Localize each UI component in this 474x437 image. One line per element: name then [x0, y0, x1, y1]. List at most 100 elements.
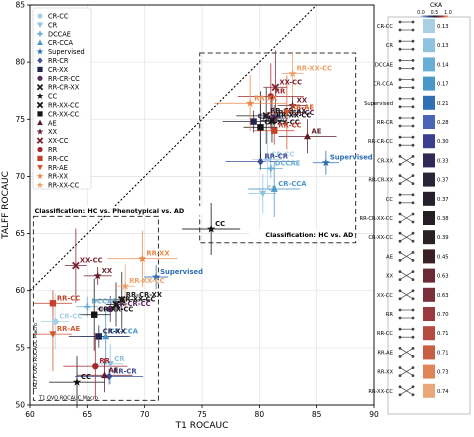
data-label-rr: RR	[275, 87, 286, 95]
y-tick-label: 70	[15, 172, 25, 181]
y-tick-label: 75	[15, 115, 25, 124]
data-point-ae	[303, 132, 312, 140]
pictogram-node	[411, 316, 415, 320]
data-label-rr-cr-cc: RR-CR-CC	[278, 109, 314, 117]
pictogram-node	[398, 163, 402, 166]
pictogram-link	[399, 213, 414, 223]
pictogram-node	[398, 347, 402, 350]
pictogram-node	[398, 335, 402, 339]
legend-marker	[37, 13, 43, 19]
pictogram-node	[398, 212, 402, 216]
cka-row-pictogram	[398, 308, 415, 320]
pictogram-node	[411, 220, 415, 224]
cka-cell	[423, 76, 435, 91]
pictogram-node	[411, 308, 415, 312]
pictogram-node	[398, 259, 402, 262]
pictogram-node	[398, 124, 402, 128]
cka-cell	[423, 191, 435, 206]
pictogram-node	[411, 163, 415, 166]
data-label-supervised: Supervised	[160, 268, 203, 276]
legend-label: RR-CC	[48, 155, 69, 163]
x-tick-label: 80	[255, 410, 265, 419]
legend-label: RR-AE	[48, 164, 68, 172]
y-tick-label: 65	[15, 229, 25, 238]
legend-label: CC	[48, 93, 58, 101]
pictogram-node	[398, 374, 402, 377]
data-label-xx: XX	[297, 97, 308, 105]
cka-colorbar-tick: 1.0	[444, 10, 452, 16]
box-left	[32, 215, 159, 401]
data-label-cc: CC	[215, 220, 225, 228]
inner-y-note: TALFF OVO ROCAUC Macro	[33, 323, 39, 391]
pictogram-link	[399, 386, 414, 396]
legend-label: CR-CC	[48, 13, 69, 21]
pictogram-node	[398, 135, 402, 139]
cka-row-pictogram	[398, 20, 415, 32]
legend-label: RR	[48, 146, 58, 154]
pictogram-node	[398, 174, 402, 178]
y-axis-label: TALFF ROCAUC	[1, 171, 11, 240]
legend-marker	[36, 48, 44, 55]
legend-label: CR	[48, 21, 58, 29]
pictogram-node	[411, 201, 415, 205]
cka-cell	[423, 383, 435, 398]
legend-label: Supervised	[48, 48, 85, 56]
cka-cell	[423, 153, 435, 168]
pictogram-node	[411, 239, 415, 243]
cka-row-pictogram	[398, 59, 415, 70]
y-tick-label: 80	[15, 58, 25, 67]
x-tick-label: 65	[83, 410, 93, 419]
pictogram-node	[411, 59, 415, 62]
legend-label: RR-CR-CC	[48, 75, 80, 83]
pictogram-node	[398, 155, 402, 158]
y-tick-label: 50	[15, 401, 25, 410]
cka-row-pictogram	[398, 251, 415, 262]
cka-row-pictogram	[398, 270, 415, 281]
data-label-rr-cc: RR-CC	[57, 294, 80, 302]
data-point-rr-ae	[49, 331, 57, 338]
data-label-rr-xx-cc: RR-XX-CC	[297, 65, 332, 73]
data-label-xx: XX	[102, 267, 113, 275]
pictogram-node	[411, 374, 415, 377]
pictogram-node	[411, 278, 415, 281]
pictogram-node	[398, 393, 402, 397]
x-tick-label: 70	[140, 410, 150, 419]
data-point-cr-cca	[270, 185, 278, 192]
legend-label: RR-XX-CC	[48, 102, 80, 110]
pictogram-node	[411, 78, 415, 81]
x-tick-label: 90	[369, 410, 379, 419]
pictogram-link	[399, 367, 414, 376]
data-point-rr-cr	[257, 157, 264, 166]
cka-row-pictogram	[398, 327, 415, 339]
legend-marker	[37, 111, 43, 117]
pictogram-node	[411, 182, 415, 186]
data-point-rr-xx-cc	[121, 281, 130, 290]
cka-cell	[423, 230, 435, 245]
data-point-cr	[106, 360, 114, 368]
pictogram-node	[398, 289, 402, 293]
legend-marker	[37, 39, 43, 46]
pictogram-node	[411, 251, 415, 254]
cka-value-label: 0.28	[437, 120, 449, 126]
cka-cell	[423, 115, 435, 129]
cka-row-pictogram	[398, 366, 415, 377]
data-label-rr-xx-cc: RR-XX-CC	[276, 111, 311, 119]
data-label-cr-xx-cc: CR-XX-CC	[264, 118, 299, 126]
data-point-dccae	[267, 165, 274, 172]
cka-row-label: RR-AE	[377, 350, 393, 356]
box-right	[199, 52, 357, 244]
data-label-cr: CR	[114, 355, 125, 363]
cka-cell	[423, 249, 435, 264]
x-axis-label: T1 ROCAUC	[175, 421, 229, 431]
legend-label: RR-XX-CC	[48, 182, 80, 190]
data-label-cr: CR	[267, 185, 278, 193]
legend-marker	[36, 172, 44, 180]
data-point-rr-xx-cc	[112, 300, 120, 309]
pictogram-node	[398, 39, 402, 43]
pictogram-node	[411, 231, 415, 235]
cka-row-label: RR-CR-XX	[368, 178, 393, 184]
pictogram-node	[398, 297, 402, 301]
data-label-cc: CC	[81, 373, 91, 381]
legend-marker	[36, 92, 44, 99]
